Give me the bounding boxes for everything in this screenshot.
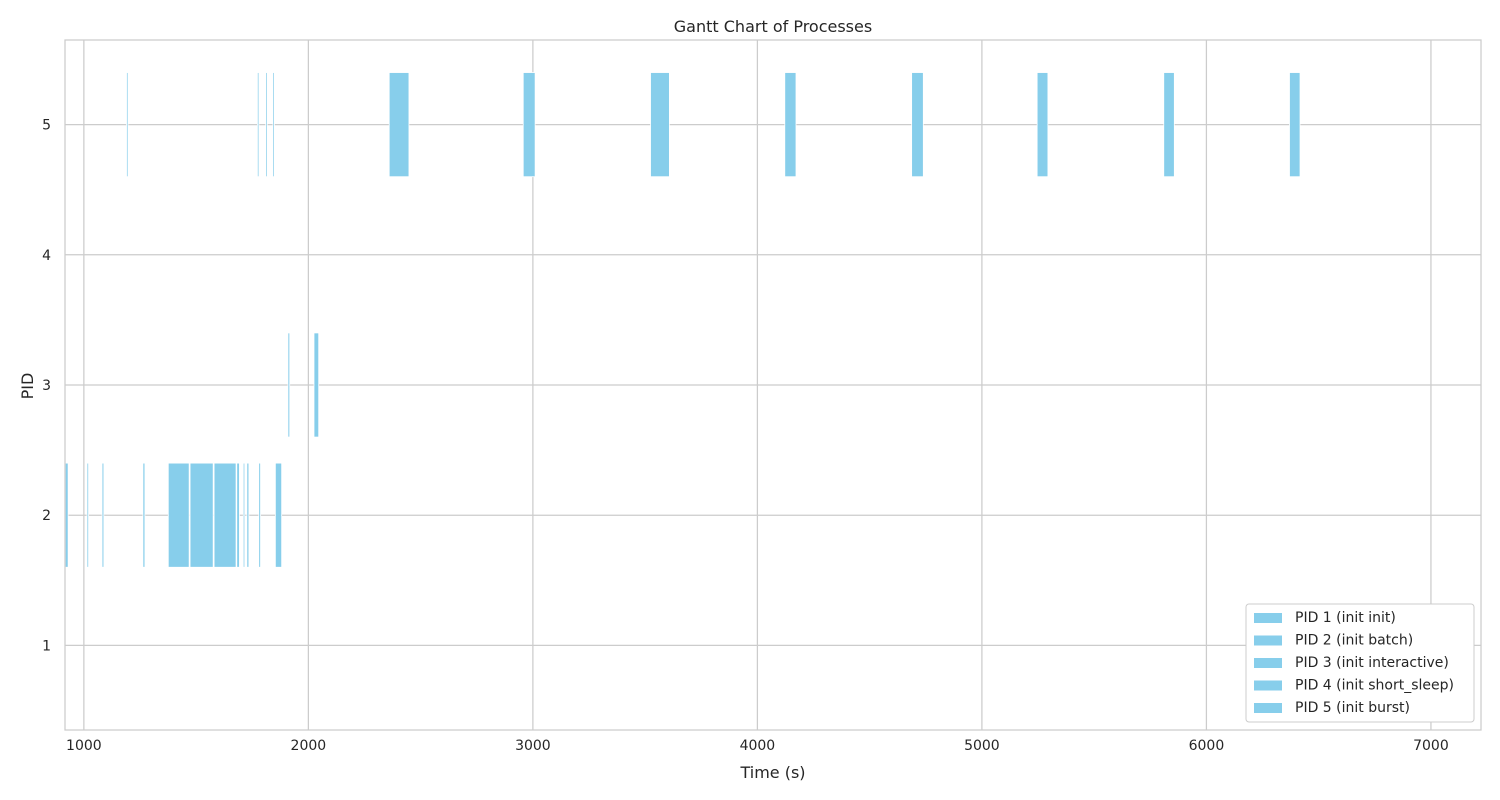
y-tick-label: 4 — [42, 248, 51, 264]
legend-label: PID 1 (init init) — [1295, 610, 1396, 626]
x-tick-label: 1000 — [66, 738, 102, 754]
process-bar-pid-2 — [242, 462, 246, 568]
legend-swatch — [1254, 613, 1282, 623]
y-tick-label: 5 — [42, 118, 51, 134]
x-tick-label: 2000 — [291, 738, 327, 754]
y-tick-label: 3 — [42, 378, 51, 394]
process-bar-pid-2 — [101, 462, 105, 568]
tick-layer: 1000 2000 3000 4000 5000 6000 7000 1 2 3 4 5 — [42, 118, 1449, 754]
x-tick-label: 6000 — [1189, 738, 1225, 754]
legend-label: PID 3 (init interactive) — [1295, 655, 1449, 671]
process-bar-pid-2 — [86, 462, 89, 568]
legend-label: PID 2 (init batch) — [1295, 633, 1413, 649]
plot-frame — [64, 39, 1482, 731]
process-bar-pid-3 — [313, 332, 320, 438]
process-bar-pid-2 — [246, 462, 250, 568]
x-tick-label: 3000 — [515, 738, 551, 754]
process-bar-pid-5 — [1163, 72, 1175, 178]
legend-items: PID 1 (init init) PID 2 (init batch) PID 3… — [1254, 610, 1454, 716]
process-bar-pid-5 — [784, 72, 797, 178]
legend-swatch — [1254, 680, 1282, 691]
x-axis-label: Time (s) — [739, 763, 805, 782]
process-bar-pid-5 — [1289, 72, 1301, 178]
legend-box — [1245, 603, 1475, 723]
process-bar-pid-5 — [388, 72, 410, 178]
process-bar-pid-2 — [167, 462, 190, 568]
process-bar-pid-2 — [189, 462, 214, 568]
y-tick-label: 1 — [42, 638, 51, 654]
process-bar-pid-5 — [126, 72, 129, 178]
process-bar-pid-3 — [287, 332, 291, 438]
x-tick-label: 7000 — [1413, 738, 1449, 754]
process-bar-pid-2 — [258, 462, 261, 568]
chart-title: Gantt Chart of Processes — [674, 17, 872, 36]
bar-layer — [64, 72, 1301, 568]
process-bar-pid-5 — [257, 72, 260, 178]
legend-swatch — [1254, 658, 1282, 668]
y-tick-label: 2 — [42, 508, 51, 524]
legend-swatch — [1254, 703, 1282, 713]
process-bar-pid-2 — [64, 462, 69, 568]
process-bar-pid-2 — [213, 462, 237, 568]
process-bar-pid-5 — [265, 72, 268, 178]
legend-label: PID 5 (init burst) — [1295, 700, 1410, 716]
y-axis-label: PID — [18, 373, 37, 400]
process-bar-pid-5 — [650, 72, 670, 178]
process-bar-pid-5 — [1036, 72, 1049, 178]
legend-swatch — [1254, 635, 1282, 646]
x-tick-label: 4000 — [740, 738, 776, 754]
process-bar-pid-2 — [236, 462, 240, 568]
process-bar-pid-5 — [522, 72, 536, 178]
process-bar-pid-5 — [272, 72, 275, 178]
process-bar-pid-2 — [142, 462, 146, 568]
legend-label: PID 4 (init short_sleep) — [1295, 678, 1454, 694]
x-tick-label: 5000 — [964, 738, 1000, 754]
legend: PID 1 (init init) PID 2 (init batch) PID 3… — [1245, 603, 1475, 723]
process-bar-pid-2 — [274, 462, 283, 568]
process-bar-pid-5 — [911, 72, 924, 178]
